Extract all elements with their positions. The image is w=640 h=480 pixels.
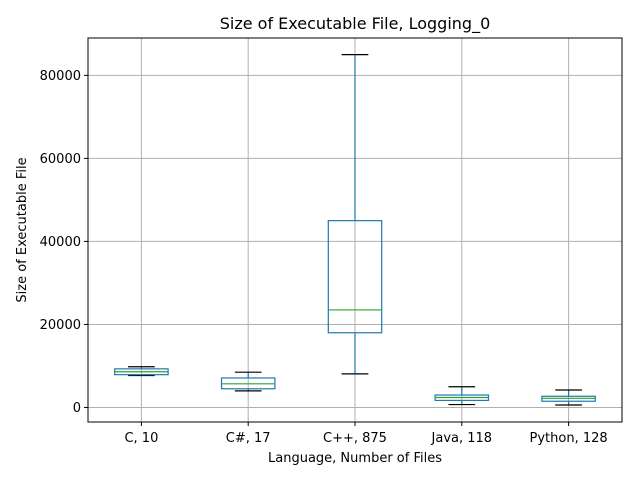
box-2 (327, 54, 383, 375)
x-tick-label: C, 10 (124, 431, 158, 446)
chart-title: Size of Executable File, Logging_0 (220, 14, 491, 34)
box-3 (434, 386, 490, 406)
box-0 (114, 366, 169, 377)
x-axis: C, 10 C#, 17 C++, 875 Java, 118 Python, 128 (124, 422, 608, 446)
y-tick-label: 20000 (40, 318, 81, 333)
box-1 (220, 371, 276, 392)
x-axis-label: Language, Number of Files (268, 451, 442, 466)
x-tick-label: C++, 875 (323, 431, 387, 446)
y-axis: 0 20000 40000 60000 80000 (40, 69, 88, 416)
y-axis-label: Size of Executable File (15, 157, 30, 302)
y-tick-label: 60000 (40, 152, 81, 167)
x-tick-label: Python, 128 (530, 431, 608, 446)
y-tick-label: 0 (73, 401, 81, 416)
y-tick-label: 80000 (40, 69, 81, 84)
box-4 (541, 389, 596, 406)
iqr-box (327, 220, 383, 334)
x-tick-label: Java, 118 (431, 431, 493, 446)
boxes (114, 54, 596, 406)
x-tick-label: C#, 17 (226, 431, 271, 446)
y-tick-label: 40000 (40, 235, 81, 250)
